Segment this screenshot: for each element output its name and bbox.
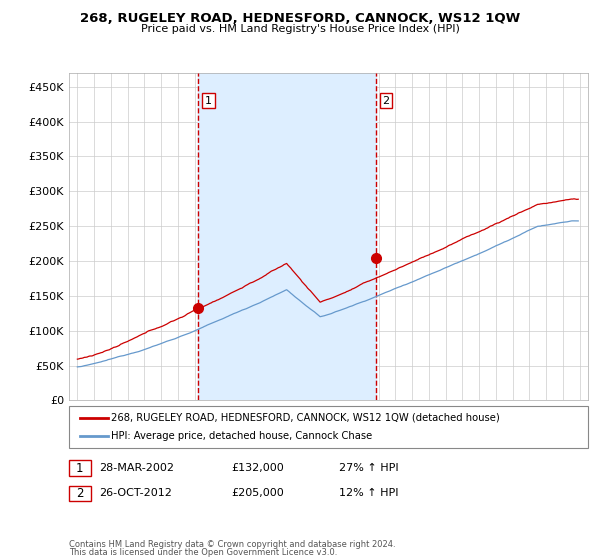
Text: HPI: Average price, detached house, Cannock Chase: HPI: Average price, detached house, Cann… xyxy=(111,431,372,441)
Text: 268, RUGELEY ROAD, HEDNESFORD, CANNOCK, WS12 1QW (detached house): 268, RUGELEY ROAD, HEDNESFORD, CANNOCK, … xyxy=(111,413,500,423)
Text: 2: 2 xyxy=(76,487,83,500)
Text: This data is licensed under the Open Government Licence v3.0.: This data is licensed under the Open Gov… xyxy=(69,548,337,557)
Text: 268, RUGELEY ROAD, HEDNESFORD, CANNOCK, WS12 1QW: 268, RUGELEY ROAD, HEDNESFORD, CANNOCK, … xyxy=(80,12,520,25)
Text: 1: 1 xyxy=(205,96,212,106)
Text: 12% ↑ HPI: 12% ↑ HPI xyxy=(339,488,398,498)
Text: Contains HM Land Registry data © Crown copyright and database right 2024.: Contains HM Land Registry data © Crown c… xyxy=(69,540,395,549)
Text: 26-OCT-2012: 26-OCT-2012 xyxy=(99,488,172,498)
Text: £132,000: £132,000 xyxy=(231,463,284,473)
Text: Price paid vs. HM Land Registry's House Price Index (HPI): Price paid vs. HM Land Registry's House … xyxy=(140,24,460,34)
Text: 2: 2 xyxy=(382,96,389,106)
Text: 1: 1 xyxy=(76,461,83,475)
Text: £205,000: £205,000 xyxy=(231,488,284,498)
Text: 28-MAR-2002: 28-MAR-2002 xyxy=(99,463,174,473)
Text: 27% ↑ HPI: 27% ↑ HPI xyxy=(339,463,398,473)
Bar xyxy=(199,73,376,400)
